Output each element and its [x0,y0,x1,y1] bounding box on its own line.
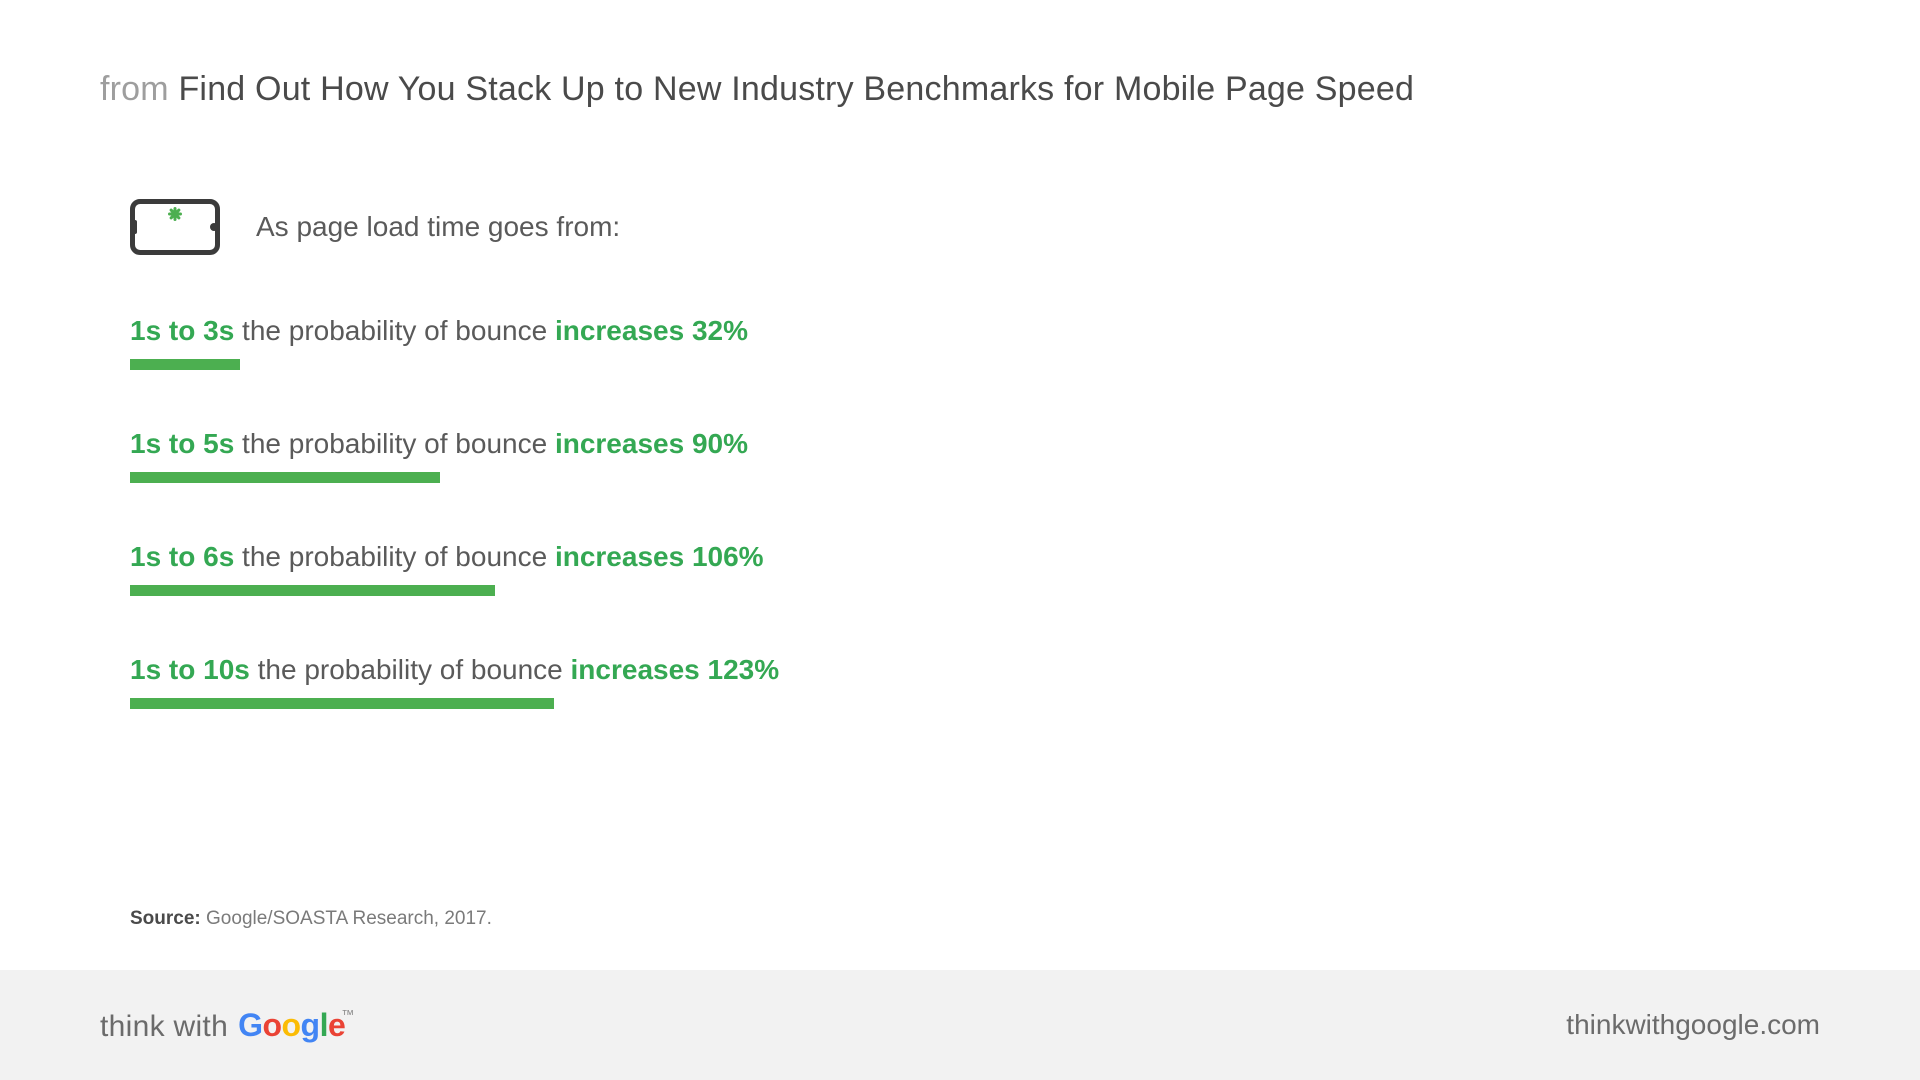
middle-text: the probability of bounce [234,315,555,346]
time-range: 1s to 10s [130,654,250,685]
google-letter: G [238,1007,262,1043]
bar [130,472,440,483]
intro-row: As page load time goes from: [130,199,1820,255]
page-title: from Find Out How You Stack Up to New In… [100,70,1820,109]
source-label: Source: [130,908,201,929]
bounce-item: 1s to 10s the probability of bounce incr… [130,654,1820,709]
footer: think with Google™ thinkwithgoogle.com [0,970,1920,1080]
bounce-item: 1s to 5s the probability of bounce incre… [130,428,1820,483]
google-letter: o [282,1007,301,1043]
items-list: 1s to 3s the probability of bounce incre… [130,315,1820,709]
time-range: 1s to 3s [130,315,234,346]
brand-prefix: think with [100,1010,228,1044]
item-text: 1s to 5s the probability of bounce incre… [130,428,1820,460]
google-letter: g [301,1007,320,1043]
increase-value: increases 32% [555,315,748,346]
increase-value: increases 106% [555,541,764,572]
source-line: Source: Google/SOASTA Research, 2017. [100,908,1820,930]
bar [130,585,495,596]
increase-value: increases 90% [555,428,748,459]
google-letter: o [262,1007,281,1043]
item-text: 1s to 6s the probability of bounce incre… [130,541,1820,573]
bar [130,359,240,370]
loading-spinner-icon [161,213,189,241]
phone-loading-icon [130,199,220,255]
bounce-item: 1s to 6s the probability of bounce incre… [130,541,1820,596]
google-logo: Google™ [238,1007,354,1044]
source-text: Google/SOASTA Research, 2017. [206,908,492,929]
title-prefix: from [100,70,169,108]
intro-text: As page load time goes from: [256,211,620,243]
content-block: As page load time goes from: 1s to 3s th… [100,199,1820,767]
middle-text: the probability of bounce [234,428,555,459]
infographic-canvas: from Find Out How You Stack Up to New In… [0,0,1920,970]
bounce-item: 1s to 3s the probability of bounce incre… [130,315,1820,370]
increase-value: increases 123% [571,654,780,685]
trademark-icon: ™ [341,1007,354,1022]
brand: think with Google™ [100,1007,354,1044]
bar [130,698,554,709]
time-range: 1s to 6s [130,541,234,572]
middle-text: the probability of bounce [250,654,571,685]
item-text: 1s to 10s the probability of bounce incr… [130,654,1820,686]
footer-url: thinkwithgoogle.com [1566,1009,1820,1041]
time-range: 1s to 5s [130,428,234,459]
google-letter: l [320,1007,328,1043]
middle-text: the probability of bounce [234,541,555,572]
item-text: 1s to 3s the probability of bounce incre… [130,315,1820,347]
title-main: Find Out How You Stack Up to New Industr… [178,70,1414,108]
